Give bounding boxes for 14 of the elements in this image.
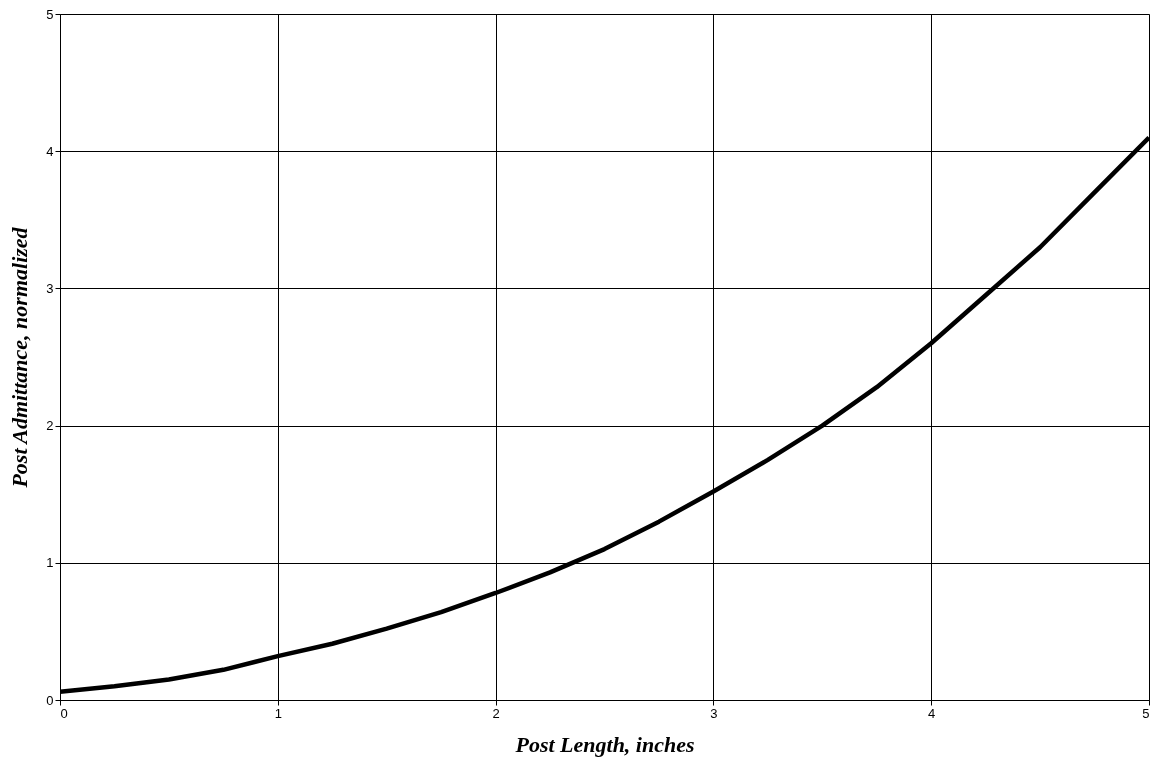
- y-tick-label: 3: [46, 280, 54, 296]
- x-axis-title: Post Length, inches: [514, 731, 695, 757]
- x-tick-label: 5: [1142, 705, 1150, 721]
- y-tick-label: 2: [46, 418, 54, 434]
- y-tick-label: 1: [46, 555, 54, 571]
- x-tick-label: 0: [60, 705, 68, 721]
- x-tick-label: 2: [492, 705, 500, 721]
- y-tick-label: 0: [46, 692, 54, 708]
- y-axis-title: Post Admittance, normalized: [7, 226, 33, 489]
- x-tick-label: 1: [274, 705, 282, 721]
- y-tick-label: 5: [46, 6, 54, 22]
- x-tick-label: 4: [928, 705, 936, 721]
- y-tick-label: 4: [46, 143, 54, 159]
- x-tick-label: 3: [710, 705, 718, 721]
